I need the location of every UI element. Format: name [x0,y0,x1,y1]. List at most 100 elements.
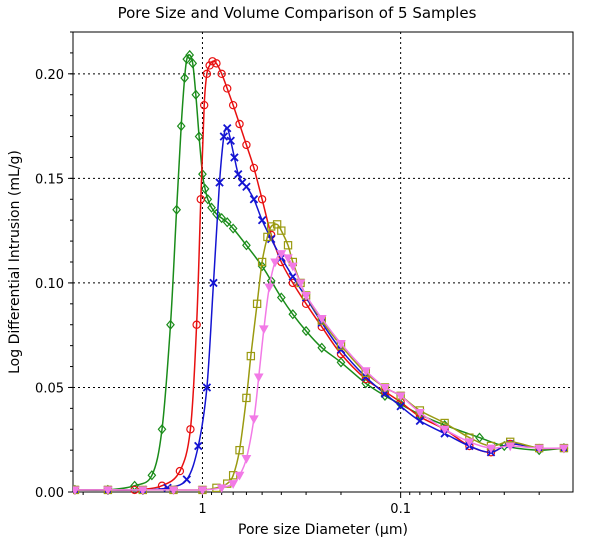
data-point [130,485,139,495]
data-point [295,279,306,289]
data-point [103,485,113,495]
data-point [222,123,232,133]
data-point [361,368,370,378]
data-point [217,212,227,224]
data-point [415,409,425,420]
data-point [198,485,207,495]
data-point [212,59,221,68]
data-point [228,223,238,234]
data-point [506,439,515,449]
data-point [257,195,267,204]
data-point [228,471,238,480]
data-point [316,314,327,324]
data-point [439,425,450,435]
data-point [317,318,327,327]
data-point [234,471,245,481]
data-point [559,443,569,453]
data-point [336,349,346,359]
data-point [336,340,346,349]
data-point [415,406,425,415]
data-point [486,448,496,457]
data-point [272,220,282,229]
data-point [249,415,259,425]
data-point [242,140,251,150]
data-point [257,257,267,267]
data-point [198,169,207,180]
y-axis-label: Log Differential Intrusion (mL/g) [7,150,23,374]
data-point [559,444,569,454]
data-point [475,432,484,443]
data-point [103,485,113,495]
data-point [287,262,298,272]
data-point [440,418,449,428]
data-point [209,278,218,288]
data-point [233,169,243,179]
data-point [182,475,192,484]
data-point [464,438,475,448]
data-point [230,153,239,162]
data-point [186,425,195,434]
data-point [440,419,450,431]
data-point [200,183,210,194]
data-point [257,261,267,272]
data-point [276,292,286,303]
data-point [169,485,178,495]
data-point [264,283,275,293]
data-point [263,232,272,242]
data-point [235,119,244,129]
data-point [499,440,509,452]
data-point [185,49,195,61]
series-2 [73,57,569,495]
data-point [505,439,515,449]
data-point [216,484,227,494]
data-point [559,443,569,453]
data-point [103,484,113,496]
data-point [266,275,276,286]
data-point [166,319,175,330]
series-line [74,60,564,491]
data-point [73,486,80,496]
data-point [505,442,516,452]
data-point [138,485,147,495]
x-tick-label: 0.1 [390,502,411,517]
data-point [277,253,286,263]
series-line [74,252,564,491]
data-point [196,195,205,204]
data-point [380,383,390,392]
data-point [301,291,311,301]
y-tick-label: 0.15 [35,172,64,187]
data-point [283,254,293,264]
data-point [212,483,221,493]
data-point [276,250,287,259]
data-point [175,466,185,476]
data-point [157,424,167,435]
data-point [192,320,201,329]
series-3 [73,123,569,495]
data-point [396,399,406,410]
data-point [219,132,229,141]
data-point [465,441,474,451]
data-point [317,342,327,353]
data-point [138,485,148,495]
data-point [380,389,390,398]
data-point [212,208,221,220]
data-point [361,372,370,382]
data-point [380,390,390,401]
y-tick-label: 0.05 [35,381,64,396]
y-tick-label: 0.10 [35,277,64,292]
data-point [336,357,346,368]
data-point [288,257,298,267]
data-point [415,416,425,426]
data-point [415,409,425,418]
data-point [103,486,113,496]
data-point [202,69,212,79]
data-point [301,293,311,302]
data-point [182,54,192,65]
data-point [288,272,298,281]
data-point [361,374,370,384]
data-point [73,485,80,495]
data-point [266,222,276,231]
data-point [296,278,305,288]
data-point [534,445,544,456]
data-point [277,226,286,235]
